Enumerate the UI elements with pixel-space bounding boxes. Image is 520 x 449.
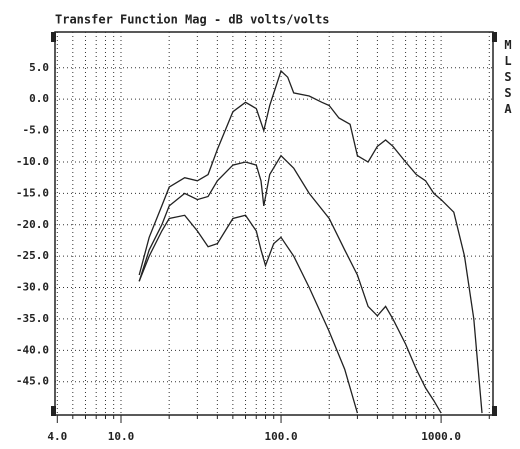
y-tick-label: -20.0	[16, 218, 49, 231]
y-tick-label: -15.0	[16, 186, 49, 199]
y-tick-label: -40.0	[16, 343, 49, 356]
y-tick-label: -10.0	[16, 155, 49, 168]
data-line	[138, 154, 442, 414]
x-tick-label: 1000.0	[421, 430, 461, 443]
x-tick-label: 10.0	[108, 430, 135, 443]
corner	[492, 406, 497, 416]
chart-title: Transfer Function Mag - dB volts/volts	[55, 13, 330, 27]
y-tick-label: 0.0	[29, 92, 49, 105]
y-tick-label: 5.0	[29, 61, 49, 74]
x-tick-label: 4.0	[47, 430, 67, 443]
y-tick-label: -5.0	[23, 124, 50, 137]
y-tick-label: -45.0	[16, 375, 49, 388]
data-line	[138, 69, 483, 414]
plot-frame	[54, 31, 494, 416]
y-tick-label: -35.0	[16, 312, 49, 325]
x-tick-label: 100.0	[264, 430, 297, 443]
data-line	[138, 214, 359, 414]
y-tick-label: -30.0	[16, 281, 49, 294]
y-tick-label: -25.0	[16, 249, 49, 262]
corner	[51, 32, 56, 42]
corner	[51, 406, 56, 416]
corner	[492, 32, 497, 42]
